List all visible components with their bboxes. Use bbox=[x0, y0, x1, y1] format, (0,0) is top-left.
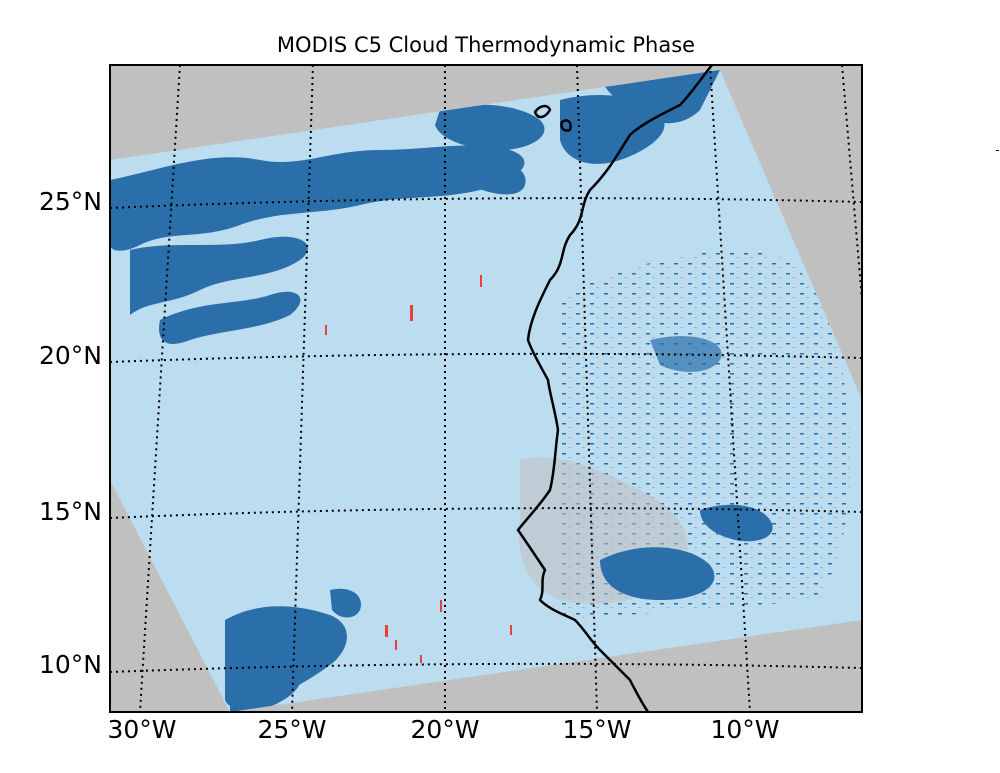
mixed-phase-pixels bbox=[325, 275, 512, 663]
lon-label-10w: 10°W bbox=[710, 715, 780, 744]
ice-cloud-north bbox=[110, 70, 720, 344]
lon-label-30w: 30°W bbox=[107, 715, 177, 744]
map-title: MODIS C5 Cloud Thermodynamic Phase bbox=[276, 33, 696, 57]
lon-label-20w: 20°W bbox=[410, 715, 480, 744]
lat-label-10n: 10°N bbox=[38, 650, 102, 679]
coastline bbox=[516, 65, 713, 712]
lat-label-20n: 20°N bbox=[38, 341, 102, 370]
edge-tick-mark bbox=[996, 150, 999, 151]
lat-label-25n: 25°N bbox=[38, 187, 102, 216]
lon-label-25w: 25°W bbox=[257, 715, 327, 744]
lat-label-15n: 15°N bbox=[38, 497, 102, 526]
lon-label-15w: 15°W bbox=[562, 715, 632, 744]
axes-frame bbox=[109, 64, 863, 713]
ice-cloud-south bbox=[225, 588, 361, 712]
broken-cloud-east bbox=[519, 249, 850, 621]
graticule bbox=[110, 65, 862, 712]
